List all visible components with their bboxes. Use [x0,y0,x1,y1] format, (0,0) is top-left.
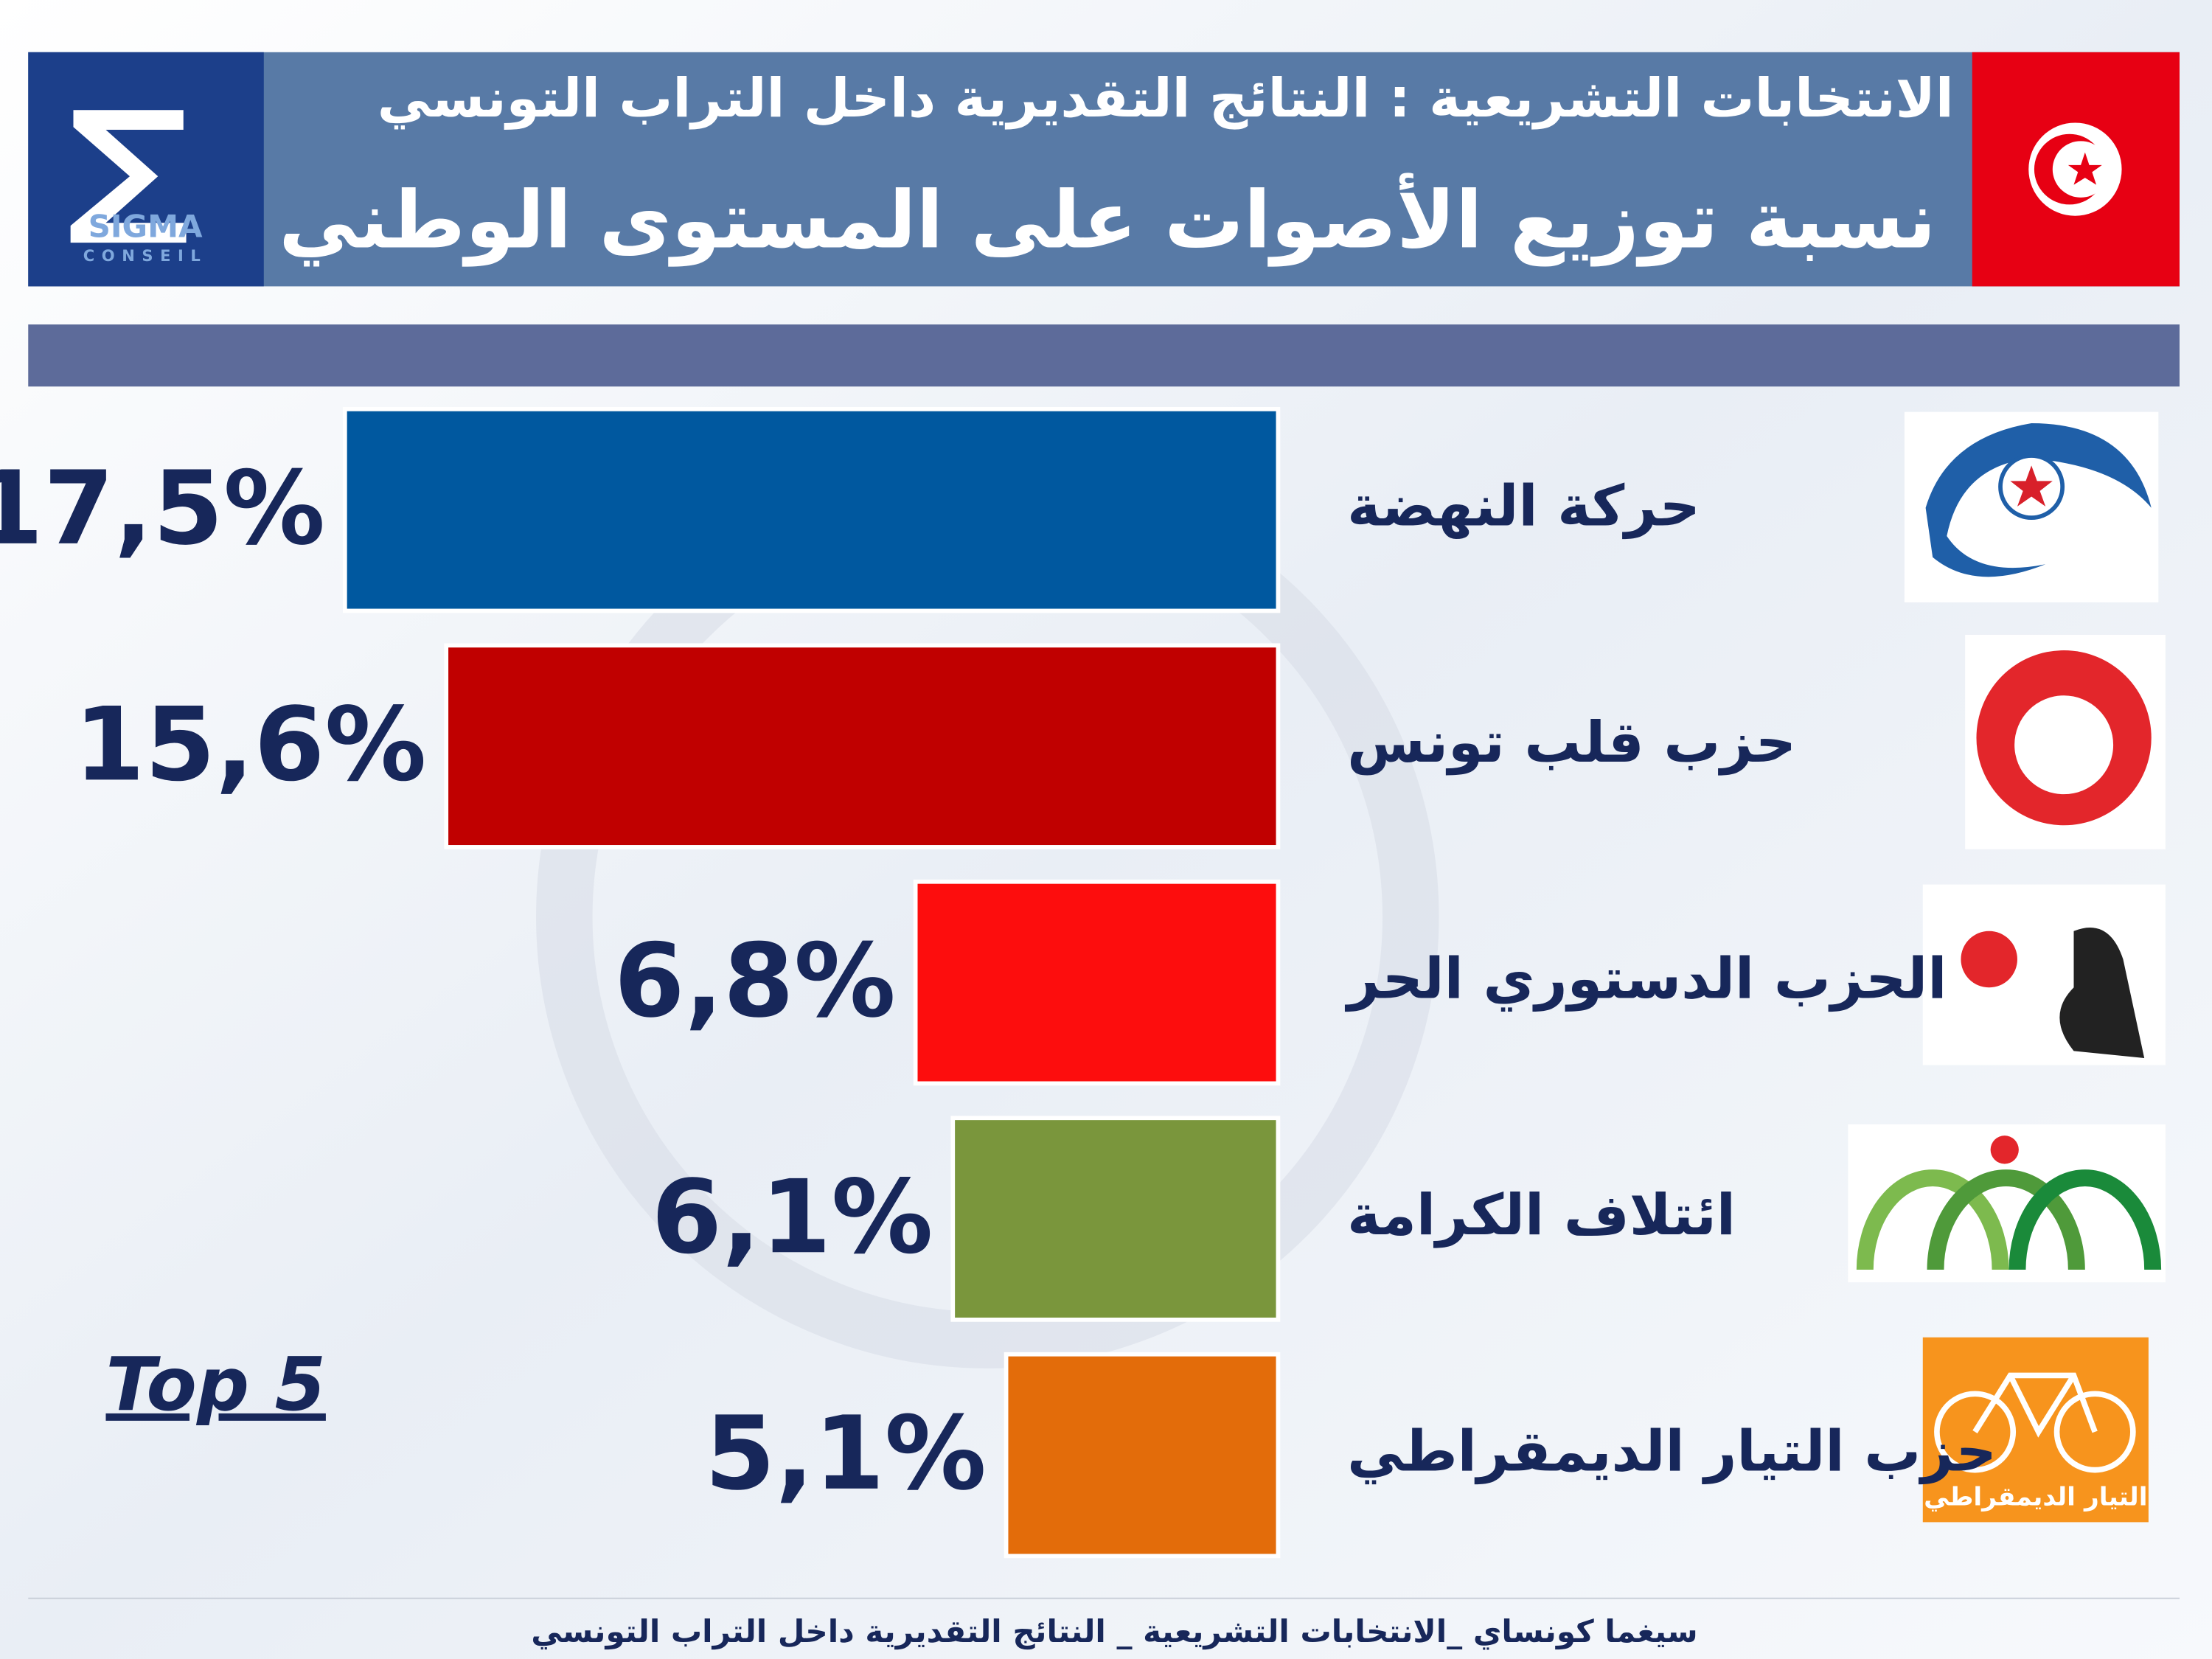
footer: سيغما كونساي _الانتخابات التشريعية _ الن… [531,1613,1697,1650]
header-band [28,324,2180,387]
logo-arc [1856,1169,2009,1270]
value-label: 6,8% [614,922,896,1040]
bar [342,406,1281,613]
title: الانتخابات التشريعية : النتائج التقديرية… [378,68,1954,130]
logo-arc [2008,1169,2162,1270]
party-logos: التيار الديمقراطي [1848,411,2166,1523]
value-label: 17,5% [0,450,325,568]
logo-wheel [2053,1391,2136,1473]
bar [1004,1352,1281,1559]
logo-arc [1927,1169,2085,1270]
category-label: الحزب الدستوري الحر [1344,947,1947,1012]
logo-torch [1961,931,2017,988]
sigma-symbol [70,110,187,243]
bar [913,879,1281,1086]
value-label: 6,1% [651,1158,933,1276]
subtitle: نسبة توزيع الأصوات على المستوى الوطني [279,173,1936,267]
category-label: حركة النهضة [1347,474,1700,540]
logo-frame-lines [1972,1372,2098,1438]
brand-name: SIGMA [88,208,203,244]
bar [950,1116,1281,1322]
category-label: حزب قلب تونس [1347,710,1796,776]
annotation: Top 5 [105,1343,325,1427]
logo-ennahdha-star [2010,465,2053,507]
category-label: ائتلاف الكرامة [1347,1183,1736,1248]
logo-lion-face [2014,695,2114,795]
logo-caption: التيار الديمقراطي [1924,1482,2147,1512]
logo-dot [1990,1135,2019,1164]
header [28,52,2180,287]
logo-wheel [1934,1391,2017,1473]
flag-star [2067,152,2102,185]
bar [444,643,1281,849]
value-label: 15,6% [74,686,427,804]
category-label: حزب التيار الديمقراطي [1347,1419,1997,1485]
logo-figure [2059,927,2145,1058]
logo-ennahdha [1925,422,2152,577]
value-label: 5,1% [705,1395,987,1513]
brand-tagline: CONSEIL [83,246,208,265]
